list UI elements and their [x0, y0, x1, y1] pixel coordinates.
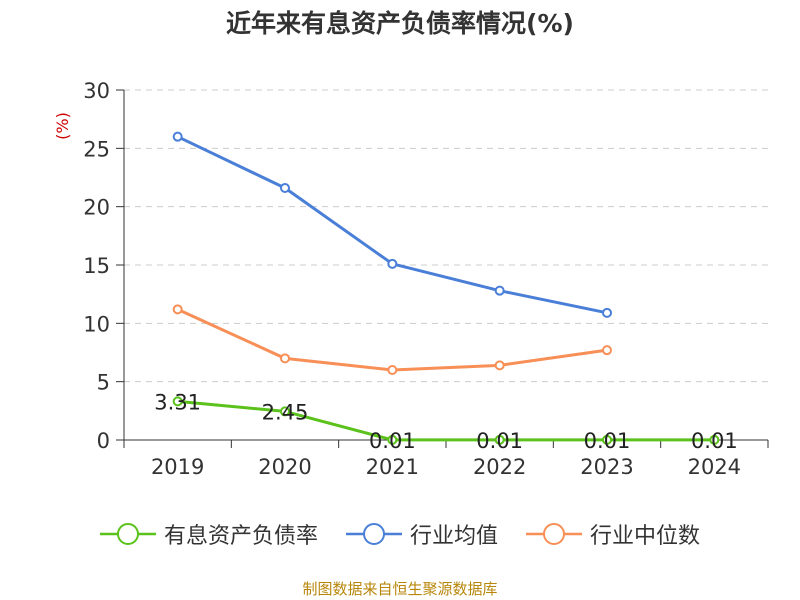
x-tick-label: 2021: [366, 455, 419, 479]
x-tick-label: 2020: [258, 455, 311, 479]
legend-swatch: [99, 523, 156, 545]
legend-item[interactable]: 有息资产负债率: [99, 518, 318, 550]
legend-swatch-marker: [116, 523, 139, 545]
legend-swatch: [345, 523, 402, 545]
series-line: [177, 399, 715, 442]
legend-label: 有息资产负债率: [163, 524, 318, 549]
chart-title: 近年来有息资产负债率情况(%): [226, 9, 574, 38]
data-point: [602, 345, 612, 356]
data-point: [709, 434, 720, 445]
x-tick-label: 2019: [151, 455, 204, 479]
data-label: 0.01: [476, 429, 523, 453]
series-line: [177, 135, 608, 315]
legend-label: 行业中位数: [590, 524, 701, 549]
data-point: [387, 258, 398, 269]
data-point: [172, 131, 183, 142]
data-point: [172, 396, 183, 407]
legend-label: 行业均值: [409, 524, 498, 549]
y-tick-label: 30: [83, 79, 110, 103]
legend-item[interactable]: 行业中位数: [526, 518, 700, 550]
y-tick-label: 15: [83, 254, 110, 278]
legend-swatch-marker: [543, 523, 565, 545]
x-tick-label: 2022: [473, 455, 526, 479]
legend-swatch: [526, 523, 582, 545]
y-tick-label: 5: [97, 371, 110, 395]
legend-swatch-marker: [362, 523, 385, 545]
data-point: [387, 365, 398, 375]
y-axis-label: (%): [53, 112, 72, 140]
data-point: [280, 406, 290, 417]
data-label: 0.01: [369, 429, 416, 453]
y-tick-label: 20: [83, 196, 110, 220]
y-tick-label: 10: [83, 312, 110, 336]
data-label: 0.01: [691, 429, 738, 453]
series-line: [177, 307, 608, 372]
data-point: [602, 434, 612, 445]
data-point: [280, 353, 290, 364]
data-point: [494, 285, 505, 296]
x-tick-label: 2023: [580, 455, 633, 479]
legend: 有息资产负债率 行业均值 行业中位数: [0, 518, 800, 550]
data-label: 0.01: [584, 429, 631, 453]
source-note: 制图数据来自恒生聚源数据库: [302, 580, 498, 598]
x-tick-label: 2024: [688, 455, 741, 479]
y-tick-label: 25: [83, 137, 110, 161]
data-point: [494, 434, 505, 445]
data-point: [494, 360, 505, 371]
data-point: [172, 304, 183, 315]
data-point: [602, 307, 612, 318]
data-label: 3.31: [154, 390, 201, 414]
legend-item[interactable]: 行业均值: [345, 518, 498, 550]
data-label: 2.45: [262, 400, 309, 424]
data-point: [387, 434, 398, 445]
y-tick-label: 0: [97, 429, 110, 453]
data-point: [280, 183, 290, 193]
